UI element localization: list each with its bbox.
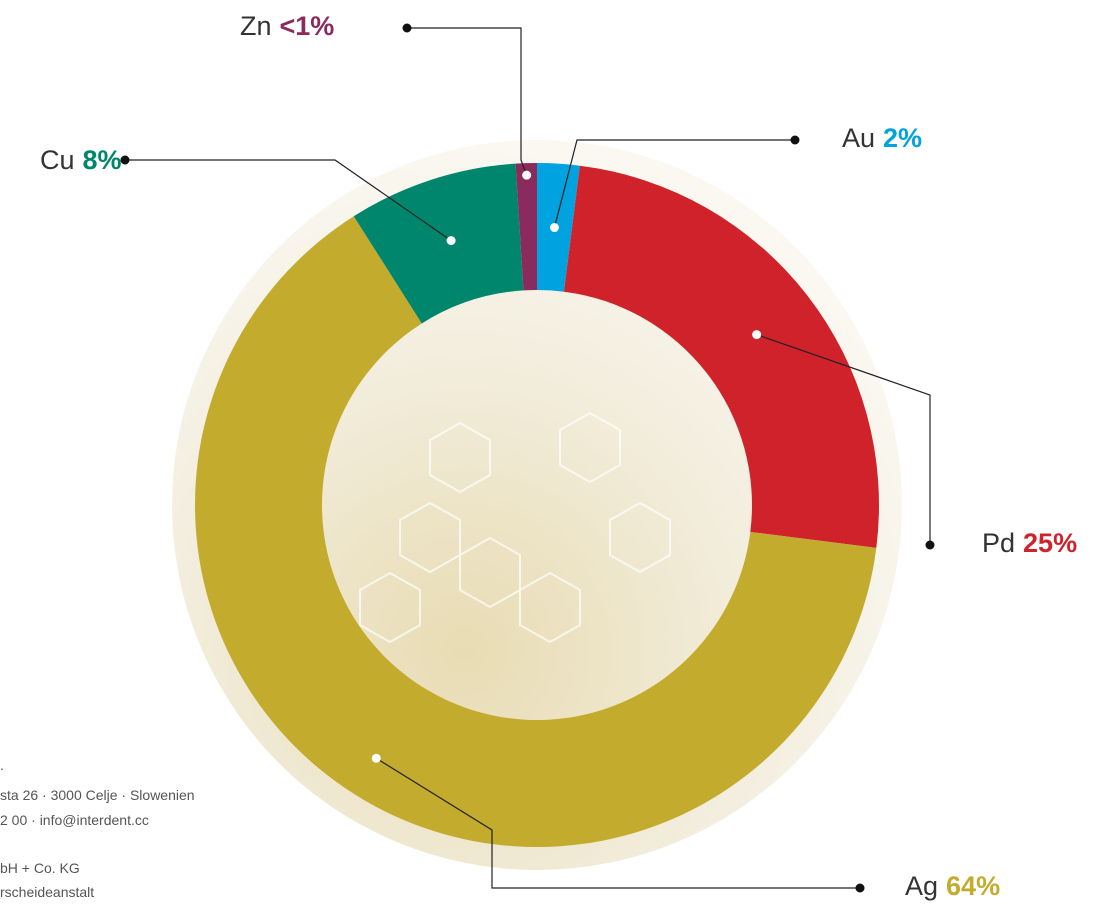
value-label: <1% xyxy=(280,11,335,41)
category-name: Ag xyxy=(905,871,938,901)
chart: Au 2% Pd 25% Ag 64% Cu 8% Zn <1%. sta 26 · 3000 Ce… xyxy=(0,0,1095,909)
leader-dot xyxy=(926,541,935,550)
footer: . sta 26 · 3000 Celje · Slowenien 2 00 · i… xyxy=(0,757,195,900)
segment-dot xyxy=(522,171,531,180)
footer-line: . xyxy=(0,757,4,773)
footer-line: bH + Co. KG xyxy=(0,860,80,876)
category-name: Zn xyxy=(240,11,272,41)
footer-line: sta 26 · 3000 Celje · Slowenien xyxy=(0,787,195,803)
value-label: 64% xyxy=(946,871,1000,901)
value-label: 25% xyxy=(1023,528,1077,558)
category-name: Cu xyxy=(40,145,75,175)
leader-dot xyxy=(121,156,130,165)
segment-label: Cu 8% xyxy=(40,145,122,175)
segment-label: Pd 25% xyxy=(982,528,1077,558)
footer-line: rscheideanstalt xyxy=(0,884,94,900)
leader-dot xyxy=(856,884,865,893)
segment-dot xyxy=(550,223,559,232)
segment-dot xyxy=(447,236,456,245)
segment-dot xyxy=(752,330,761,339)
value-label: 2% xyxy=(883,123,922,153)
segment-label: Au 2% xyxy=(842,123,922,153)
category-name: Pd xyxy=(982,528,1015,558)
segment-label: Zn <1% xyxy=(240,11,334,41)
category-name: Au xyxy=(842,123,875,153)
segment-dot xyxy=(372,754,381,763)
leader-dot xyxy=(403,24,412,33)
footer-line: 2 00 · info@interdent.cc xyxy=(0,812,149,828)
value-label: 8% xyxy=(83,145,122,175)
segment-label: Ag 64% xyxy=(905,871,1000,901)
leader-dot xyxy=(791,136,800,145)
